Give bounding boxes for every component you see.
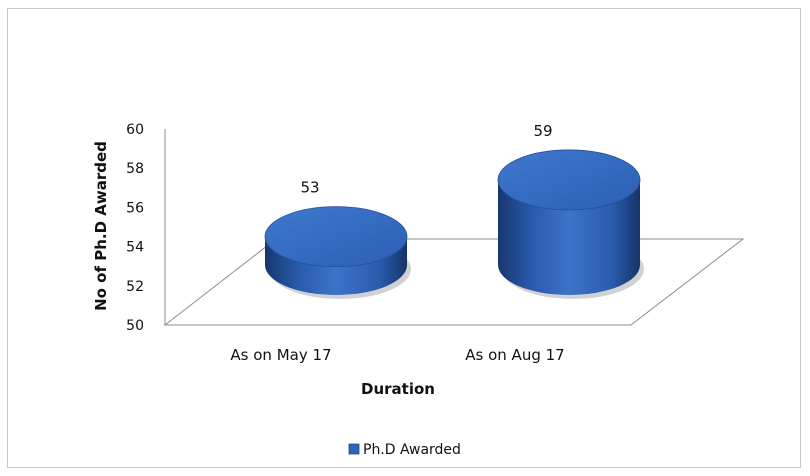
data-label: 59 [533,122,552,140]
bar-cylinder [497,149,644,299]
y-tick-label: 50 [126,318,144,334]
legend-swatch [348,443,360,455]
legend-label: Ph.D Awarded [363,442,461,458]
y-axis-title: No of Ph.D Awarded [92,141,110,311]
x-tick-label: As on May 17 [230,346,331,364]
x-axis-title: Duration [361,380,435,398]
y-tick-labels: 50 52 54 56 58 60 [126,122,144,334]
y-tick-label: 56 [126,200,144,216]
x-tick-label: As on Aug 17 [465,346,564,364]
x-tick-labels: As on May 17 As on Aug 17 [230,346,564,364]
bar-cylinder [264,206,411,299]
bar-top [497,149,641,211]
bars [264,149,644,299]
y-tick-label: 58 [126,161,144,177]
y-tick-label: 54 [126,240,144,256]
bar-top [264,206,408,268]
bar-body [498,179,640,295]
legend: Ph.D Awarded [348,442,461,458]
y-tick-label: 52 [126,279,144,295]
data-labels: 53 59 [300,122,552,197]
y-tick-label: 60 [126,122,144,138]
data-label: 53 [300,179,319,197]
chart-floor [163,238,745,326]
